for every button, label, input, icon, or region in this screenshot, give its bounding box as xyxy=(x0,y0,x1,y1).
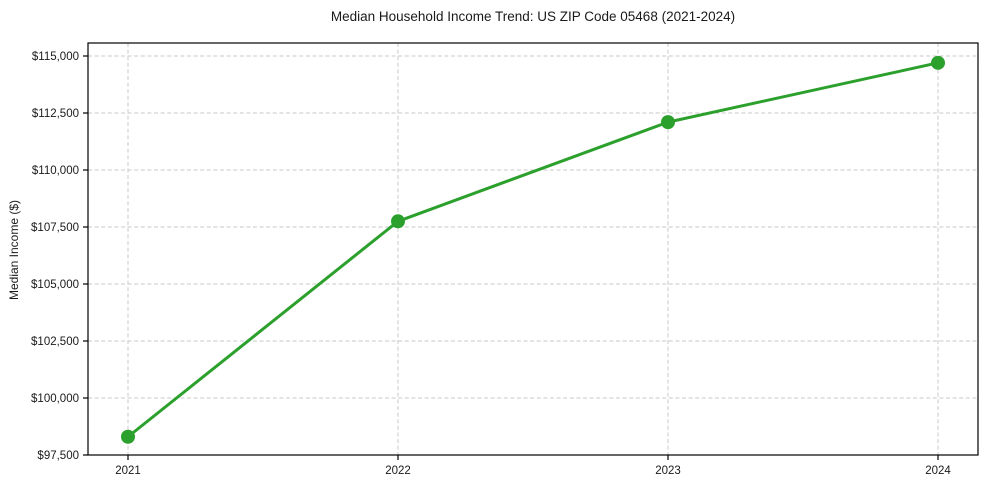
y-tick-label: $110,000 xyxy=(32,165,79,177)
data-point-marker xyxy=(391,214,405,229)
chart-title: Median Household Income Trend: US ZIP Co… xyxy=(330,9,736,24)
y-axis-title: Median Income ($) xyxy=(7,199,21,301)
y-tick-label: $107,500 xyxy=(31,222,79,234)
x-tick-label: 2021 xyxy=(115,465,141,477)
y-tick-label: $105,000 xyxy=(31,279,79,291)
y-tick-label: $115,000 xyxy=(32,51,79,63)
x-tick-label: 2023 xyxy=(655,465,681,477)
y-tick-label: $100,000 xyxy=(31,393,79,405)
data-point-marker xyxy=(931,55,945,70)
y-tick-label: $112,500 xyxy=(32,108,79,120)
x-tick-label: 2024 xyxy=(925,465,951,477)
y-tick-label: $97,500 xyxy=(37,450,79,462)
plot-border xyxy=(87,42,979,456)
x-tick-label: 2022 xyxy=(385,465,411,477)
trend-line xyxy=(126,61,940,439)
y-tick-label: $102,500 xyxy=(31,336,79,348)
data-point-marker xyxy=(661,115,675,130)
data-point-marker xyxy=(121,429,135,444)
